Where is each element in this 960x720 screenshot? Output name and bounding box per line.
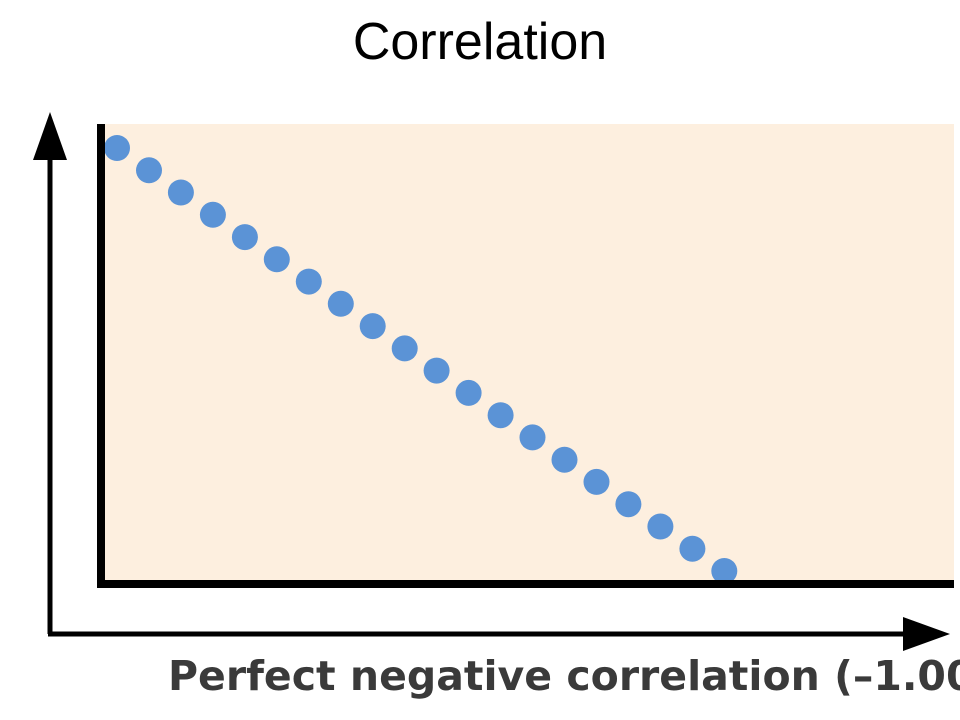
data-point [391,335,418,362]
data-point [295,268,322,295]
data-point [231,224,258,251]
data-point [359,313,386,340]
data-point [327,290,354,317]
data-point [711,558,738,584]
data-point [615,491,642,518]
x-axis-arrowhead-icon [903,617,950,651]
data-point [455,379,482,406]
data-point [679,535,706,562]
y-axis-arrowhead-icon [33,112,67,160]
data-point [199,201,226,228]
page-title: Correlation [352,13,608,71]
data-point [519,424,546,451]
data-points [104,135,738,584]
data-point [647,513,674,540]
data-point [487,402,514,429]
data-point [583,468,610,495]
data-point [551,446,578,473]
data-point [167,179,194,206]
data-point [263,246,290,273]
data-point [104,135,130,161]
plot-area [101,124,954,584]
x-axis-label: Perfect negative correlation (–1.00) [168,652,960,700]
data-point [423,357,450,384]
data-point [136,157,162,184]
